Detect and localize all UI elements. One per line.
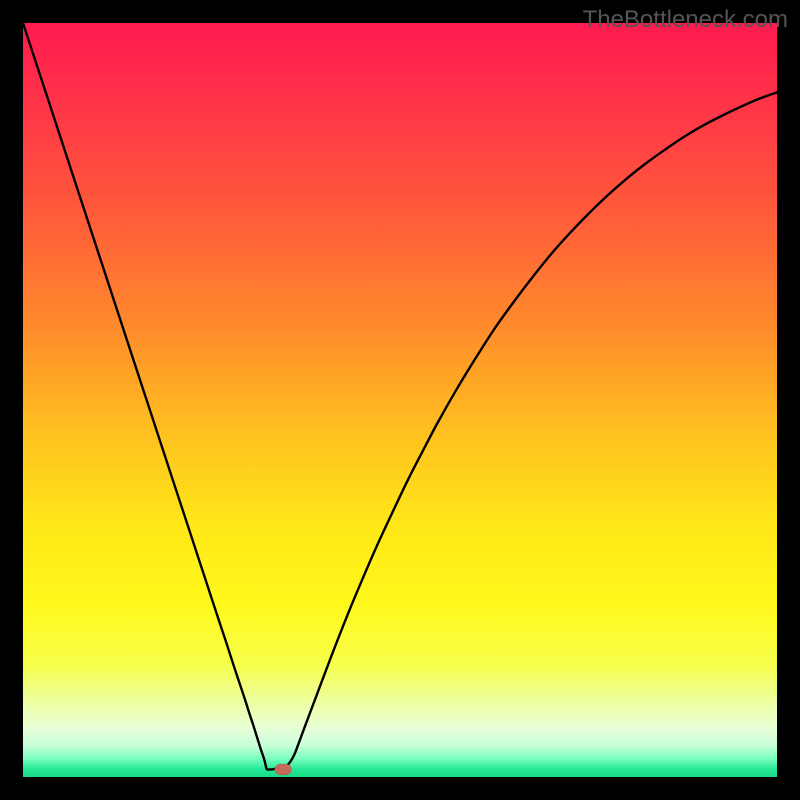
bottleneck-chart bbox=[0, 0, 800, 800]
chart-frame: TheBottleneck.com bbox=[0, 0, 800, 800]
minimum-marker bbox=[275, 764, 292, 775]
chart-background bbox=[23, 23, 777, 777]
